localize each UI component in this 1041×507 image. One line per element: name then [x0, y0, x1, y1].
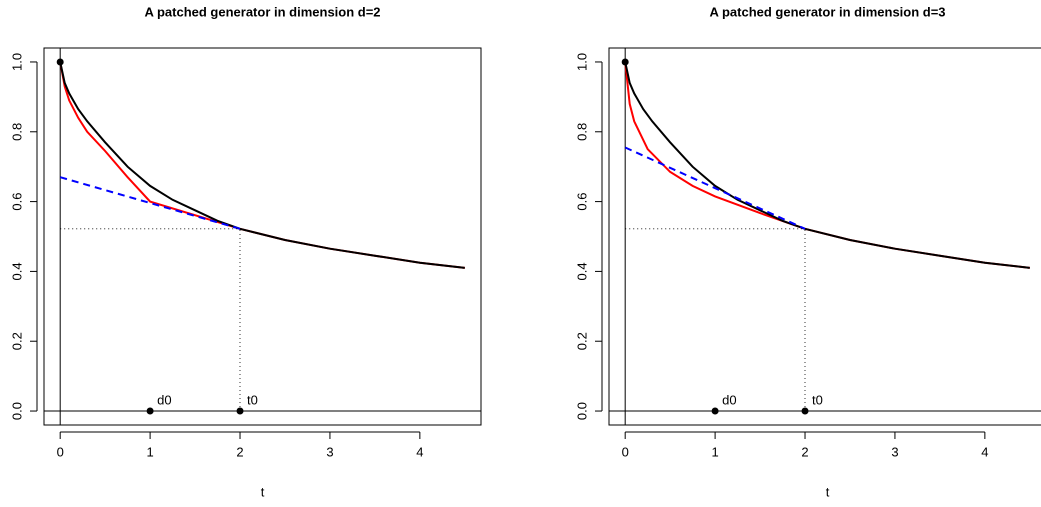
x-tick-label: 1	[146, 444, 153, 459]
y-tick-label: 0.2	[574, 332, 589, 350]
point-label: d0	[157, 392, 171, 407]
plot-frame	[43, 47, 482, 426]
y-tick-label: 1.0	[9, 53, 24, 71]
y-tick-label: 0.0	[9, 402, 24, 420]
point	[621, 58, 629, 66]
point	[236, 407, 244, 415]
x-tick-label: 2	[236, 444, 243, 459]
y-tick-label: 0.0	[574, 402, 589, 420]
y-tick-label: 0.6	[574, 193, 589, 211]
x-axis-label: t	[261, 484, 265, 499]
curve	[59, 61, 465, 269]
chart-title: A patched generator in dimension d=3	[709, 4, 945, 19]
curve	[624, 61, 1030, 269]
x-tick-label: 2	[801, 444, 808, 459]
curve	[624, 146, 806, 230]
x-tick-label: 4	[416, 444, 423, 459]
y-tick-label: 0.8	[9, 123, 24, 141]
x-tick-label: 3	[326, 444, 333, 459]
plot-frame	[608, 47, 1041, 426]
y-tick-label: 1.0	[574, 53, 589, 71]
y-tick-label: 0.4	[9, 262, 24, 280]
y-tick-label: 0.2	[9, 332, 24, 350]
curve	[59, 61, 465, 269]
point	[56, 58, 64, 66]
point-label: t0	[812, 392, 823, 407]
x-tick-label: 1	[711, 444, 718, 459]
chart-title: A patched generator in dimension d=2	[144, 4, 380, 19]
y-tick-label: 0.8	[574, 123, 589, 141]
y-tick-label: 0.4	[574, 262, 589, 280]
curve	[624, 61, 1030, 269]
y-tick-label: 0.6	[9, 193, 24, 211]
point	[146, 407, 154, 415]
x-tick-label: 4	[981, 444, 988, 459]
point	[801, 407, 809, 415]
x-tick-label: 3	[891, 444, 898, 459]
x-tick-label: 0	[57, 444, 64, 459]
x-tick-label: 0	[622, 444, 629, 459]
x-axis-label: t	[826, 484, 830, 499]
point-label: t0	[247, 392, 258, 407]
point-label: d0	[722, 392, 736, 407]
point	[711, 407, 719, 415]
